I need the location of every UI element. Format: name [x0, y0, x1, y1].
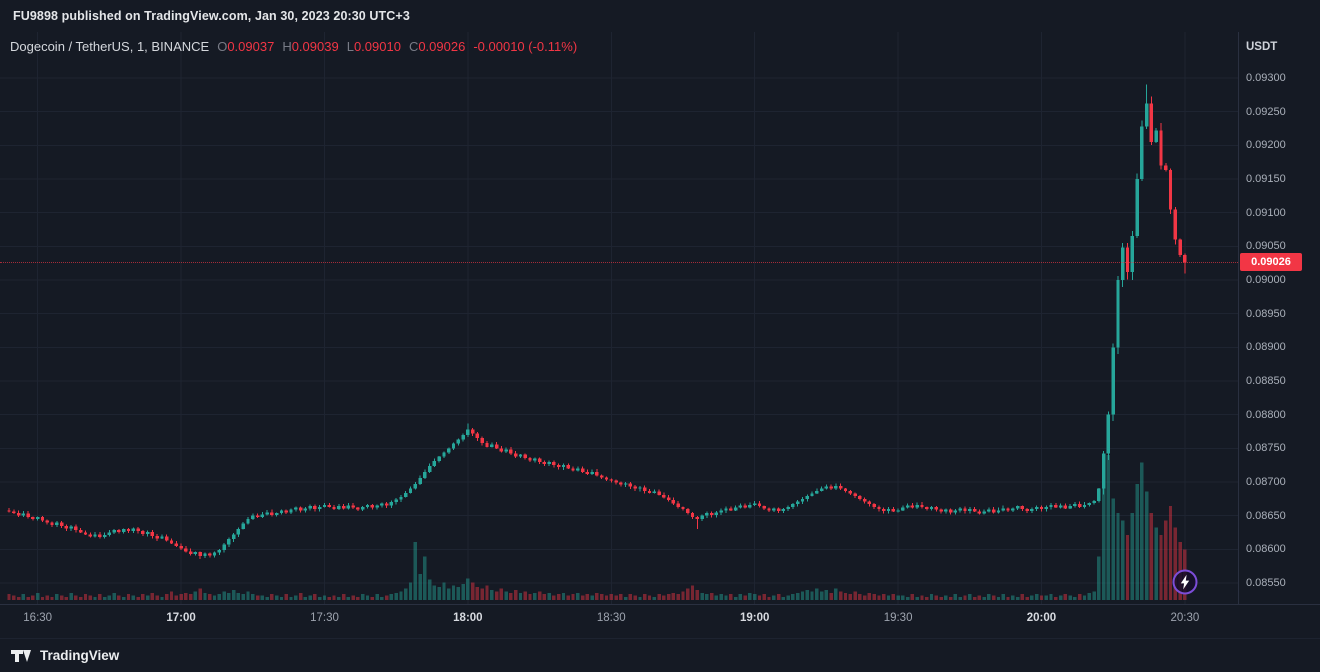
- time-axis-label: 19:30: [883, 612, 913, 624]
- time-axis-label: 18:30: [596, 612, 626, 624]
- time-axis-label: 18:00: [453, 612, 483, 624]
- symbol-title[interactable]: Dogecoin / TetherUS, 1, BINANCE: [10, 39, 210, 54]
- footer-bar: TradingView: [0, 638, 1320, 672]
- price-axis-label: 0.08550: [1246, 577, 1286, 589]
- price-axis-label: 0.09000: [1246, 274, 1286, 286]
- price-axis-label: 0.09100: [1246, 206, 1286, 219]
- price-axis-label: 0.08800: [1246, 408, 1286, 421]
- price-axis-label: 0.09250: [1246, 105, 1286, 118]
- time-axis-label: 19:00: [739, 612, 770, 624]
- time-axis[interactable]: 16:30 17:00 17:30 18:00 18:30 19:00 19:30 20:00…: [0, 605, 1238, 633]
- price-axis[interactable]: USDT 0.09026 0.09300 0.09250 0.09200 0.0915…: [1238, 32, 1320, 604]
- time-axis-label: 17:00: [166, 612, 196, 624]
- published-bar: FU9898 published on TradingView.com, Jan…: [0, 0, 1320, 32]
- chart-pane[interactable]: Dogecoin / TetherUS, 1, BINANCE O 0.09037…: [0, 32, 1238, 604]
- price-axis-label: 0.08600: [1246, 543, 1286, 556]
- last-price-badge: 0.09026: [1240, 253, 1302, 272]
- price-axis-label: 0.08900: [1246, 341, 1286, 354]
- price-axis-label: 0.09300: [1246, 72, 1286, 84]
- price-axis-label: 0.09050: [1246, 240, 1286, 253]
- time-axis-separator: [0, 604, 1320, 605]
- price-axis-label: 0.08650: [1246, 509, 1286, 522]
- time-axis-label: 16:30: [23, 612, 53, 624]
- lightning-icon: [1172, 569, 1198, 595]
- candlestick-chart: [0, 32, 1238, 604]
- time-axis-label: 17:30: [310, 612, 339, 624]
- price-axis-label: 0.09200: [1246, 139, 1286, 152]
- axis-currency-label: USDT: [1246, 41, 1278, 53]
- price-axis-label: 0.09150: [1246, 173, 1286, 185]
- time-axis-label: 20:00: [1026, 612, 1057, 624]
- price-axis-label: 0.08850: [1246, 375, 1286, 387]
- price-axis-label: 0.08700: [1246, 476, 1286, 488]
- price-axis-label: 0.08750: [1246, 442, 1286, 455]
- footer-brand[interactable]: TradingView: [40, 648, 120, 663]
- price-axis-label: 0.08950: [1246, 307, 1286, 320]
- lightning-button[interactable]: [1171, 568, 1199, 596]
- time-axis-label: 20:30: [1170, 612, 1200, 624]
- published-text: FU9898 published on TradingView.com, Jan…: [13, 9, 410, 23]
- tradingview-logo[interactable]: [10, 645, 32, 667]
